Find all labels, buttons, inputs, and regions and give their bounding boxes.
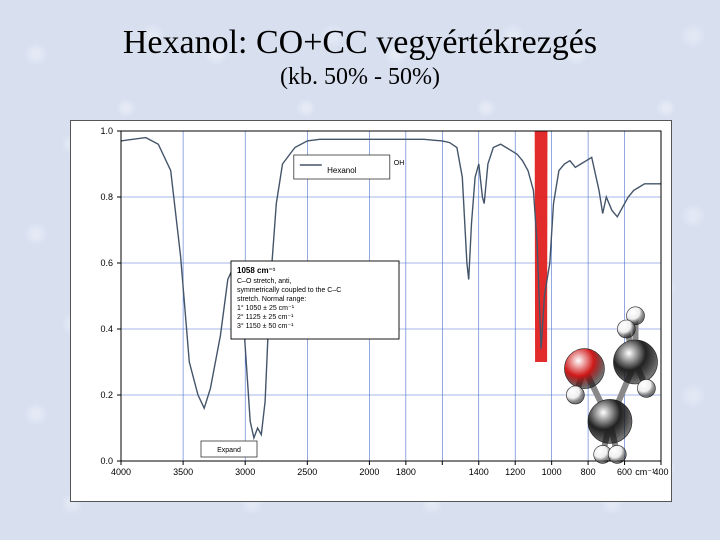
page-title: Hexanol: CO+CC vegyértékrezgés <box>0 24 720 62</box>
svg-text:3000: 3000 <box>235 467 255 477</box>
svg-text:2500: 2500 <box>297 467 317 477</box>
ir-spectrum-chart: 0.0 0.2 0.4 0.6 0.8 1.0 4000 3500 3000 2500 2000 18… <box>70 120 672 502</box>
svg-text:1.0: 1.0 <box>100 126 113 136</box>
page-subtitle: (kb. 50% - 50%) <box>0 64 720 91</box>
svg-text:0.8: 0.8 <box>100 192 113 202</box>
svg-text:2000: 2000 <box>359 467 379 477</box>
svg-text:1° 1050 ± 25 cm⁻¹: 1° 1050 ± 25 cm⁻¹ <box>237 304 295 312</box>
svg-text:symmetrically coupled to the C: symmetrically coupled to the C–C <box>237 287 341 294</box>
svg-text:3500: 3500 <box>173 467 193 477</box>
svg-text:2° 1125 ± 25 cm⁻¹: 2° 1125 ± 25 cm⁻¹ <box>237 313 294 321</box>
svg-text:0.4: 0.4 <box>100 324 113 334</box>
svg-text:Hexanol: Hexanol <box>327 166 357 175</box>
svg-text:4000: 4000 <box>111 467 131 477</box>
svg-text:OH: OH <box>394 160 405 167</box>
svg-text:cm⁻¹: cm⁻¹ <box>635 467 655 477</box>
svg-text:1400: 1400 <box>469 467 489 477</box>
svg-text:3° 1150 ± 50 cm⁻¹: 3° 1150 ± 50 cm⁻¹ <box>237 322 294 330</box>
svg-text:1000: 1000 <box>542 467 562 477</box>
svg-text:1200: 1200 <box>505 467 525 477</box>
svg-text:C–O stretch, anti,: C–O stretch, anti, <box>237 278 292 285</box>
svg-text:400: 400 <box>653 467 668 477</box>
svg-text:stretch. Normal range:: stretch. Normal range: <box>237 296 306 303</box>
svg-text:0.2: 0.2 <box>100 390 113 400</box>
svg-text:1800: 1800 <box>396 467 416 477</box>
svg-text:0.6: 0.6 <box>100 258 113 268</box>
svg-text:800: 800 <box>581 467 596 477</box>
svg-text:0.0: 0.0 <box>100 456 113 466</box>
svg-text:1058 cm⁻¹: 1058 cm⁻¹ <box>237 266 276 275</box>
svg-text:600: 600 <box>617 467 632 477</box>
spectrum-svg: 0.0 0.2 0.4 0.6 0.8 1.0 4000 3500 3000 2500 2000 18… <box>71 121 669 499</box>
svg-text:Expand: Expand <box>217 447 241 454</box>
